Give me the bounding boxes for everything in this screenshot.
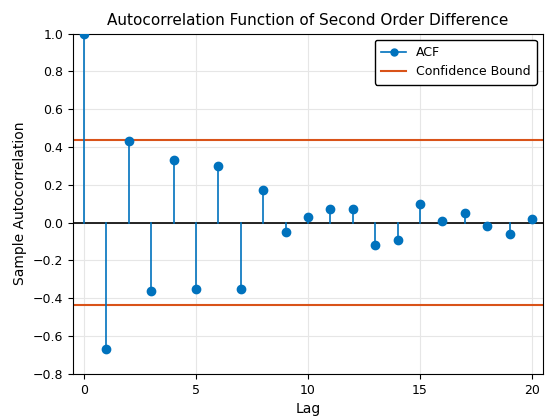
Title: Autocorrelation Function of Second Order Difference: Autocorrelation Function of Second Order… xyxy=(108,13,508,28)
Y-axis label: Sample Autocorrelation: Sample Autocorrelation xyxy=(13,122,27,286)
Legend: ACF, Confidence Bound: ACF, Confidence Bound xyxy=(375,40,537,84)
X-axis label: Lag: Lag xyxy=(295,402,321,416)
